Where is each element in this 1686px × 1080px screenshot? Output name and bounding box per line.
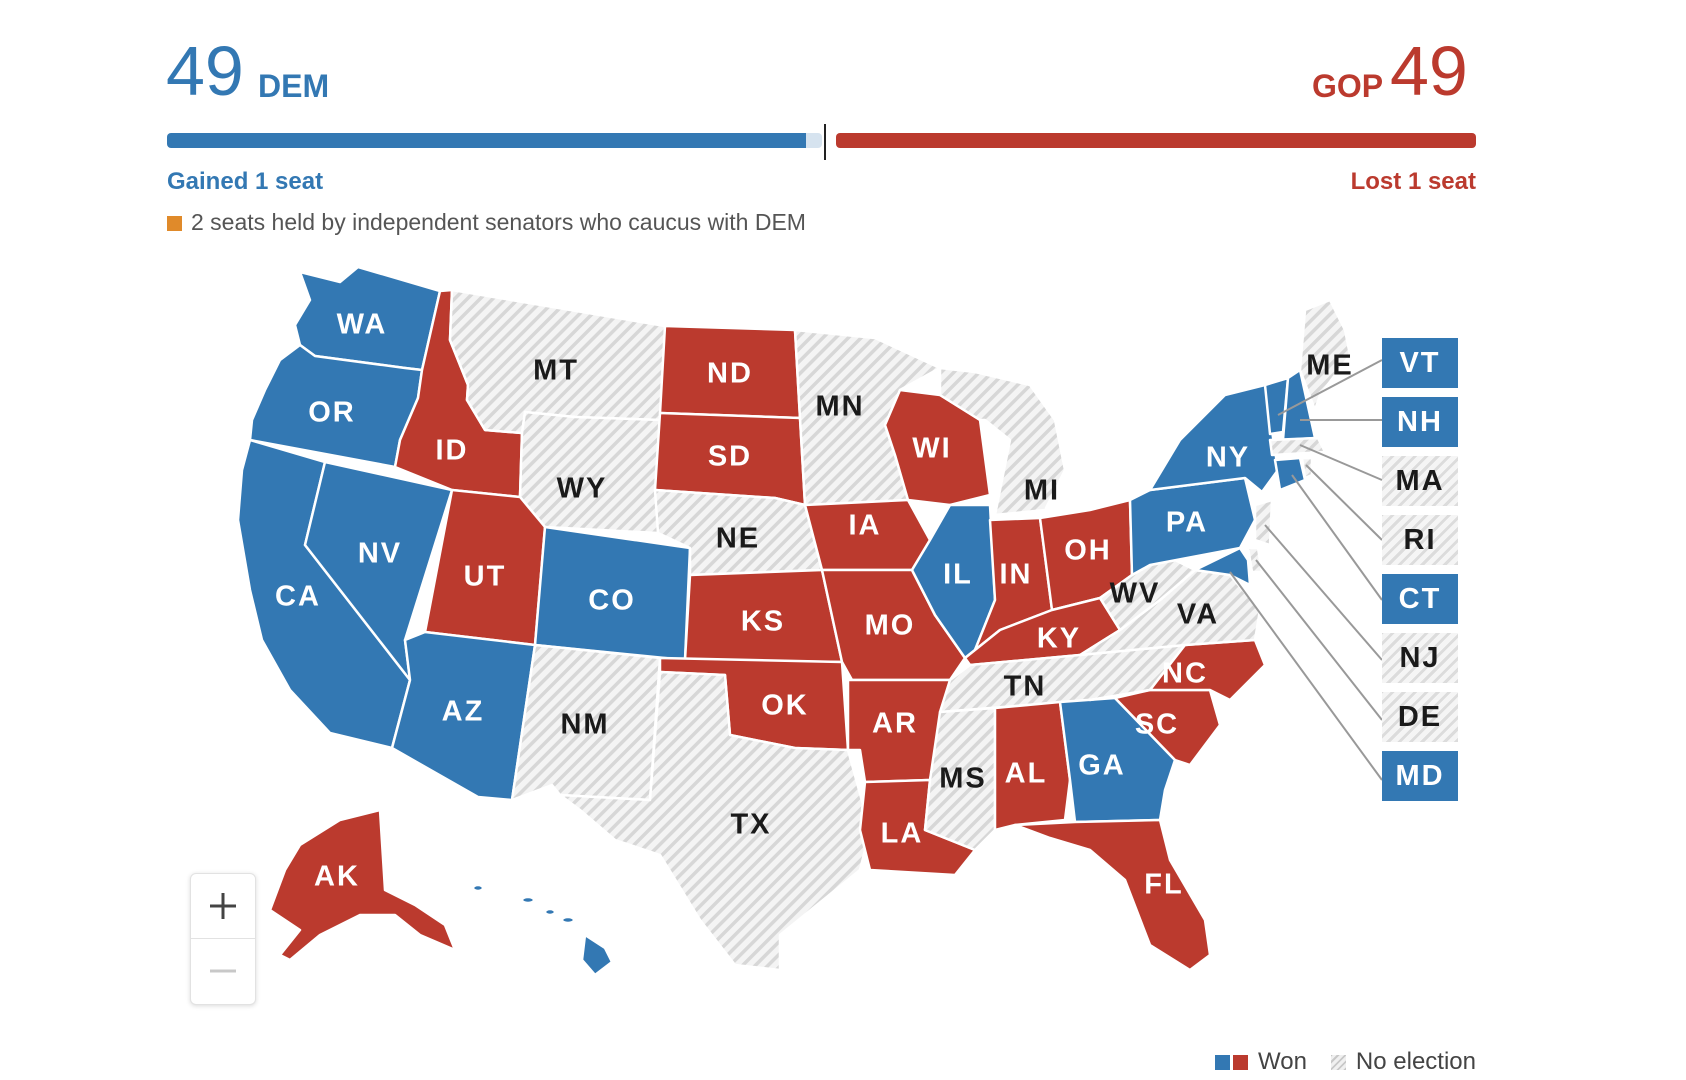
label-WY: WY	[557, 473, 608, 505]
label-ND: ND	[707, 358, 753, 390]
label-VA: VA	[1177, 599, 1219, 631]
state-NJ[interactable]	[1253, 498, 1274, 547]
label-ME: ME	[1306, 350, 1354, 382]
legend-no-election-swatch	[1330, 1054, 1346, 1070]
label-MS: MS	[939, 763, 987, 795]
callout-MD[interactable]: MD	[1382, 751, 1458, 801]
gop-seat-change: Lost 1 seat	[1350, 168, 1476, 195]
state-DE[interactable]	[1246, 546, 1264, 574]
label-MI: MI	[1024, 475, 1060, 507]
label-TN: TN	[1004, 671, 1047, 703]
callout-RI[interactable]: RI	[1382, 515, 1458, 565]
label-WI: WI	[912, 433, 951, 465]
label-UT: UT	[464, 561, 507, 593]
legend-dem-swatch	[1215, 1054, 1230, 1070]
label-MN: MN	[815, 391, 864, 423]
callout-MA[interactable]: MA	[1382, 456, 1458, 506]
state-TX[interactable]	[558, 670, 872, 972]
label-NE: NE	[716, 523, 760, 555]
state-MD[interactable]	[1193, 546, 1252, 587]
label-FL: FL	[1144, 869, 1183, 901]
state-WI[interactable]	[883, 388, 992, 507]
callout-DE[interactable]: DE	[1382, 692, 1458, 742]
label-MT: MT	[533, 355, 579, 387]
callout-NH[interactable]: NH	[1382, 397, 1458, 447]
label-CA: CA	[275, 581, 321, 613]
label-ID: ID	[436, 435, 469, 467]
label-IA: IA	[849, 510, 882, 542]
label-IL: IL	[943, 559, 973, 591]
label-AZ: AZ	[442, 696, 485, 728]
gop-seat-bar	[836, 133, 1476, 148]
zoom-control	[190, 873, 256, 1005]
label-AK: AK	[314, 861, 360, 893]
label-WV: WV	[1110, 578, 1161, 610]
state-HI[interactable]	[471, 883, 614, 977]
state-FL[interactable]	[1013, 818, 1212, 972]
label-OH: OH	[1064, 535, 1112, 567]
label-NM: NM	[560, 709, 609, 741]
label-WA: WA	[337, 309, 388, 341]
legend-won-label: Won	[1258, 1048, 1307, 1075]
state-NC[interactable]	[1088, 638, 1267, 702]
label-CO: CO	[588, 585, 636, 617]
label-NC: NC	[1162, 658, 1208, 690]
label-NV: NV	[358, 538, 402, 570]
zoom-out-button[interactable]	[191, 939, 255, 1003]
label-GA: GA	[1078, 750, 1126, 782]
gop-party-label: GOP	[1312, 68, 1384, 104]
independent-note-text: 2 seats held by independent senators who…	[191, 209, 806, 235]
label-AR: AR	[872, 708, 918, 740]
gop-seat-count: 49	[1390, 32, 1468, 110]
minus-icon	[210, 969, 236, 973]
northeast-leader-lines	[1229, 359, 1383, 781]
independent-seat-bar	[806, 133, 822, 148]
label-LA: LA	[881, 818, 924, 850]
label-OK: OK	[761, 690, 809, 722]
label-AL: AL	[1005, 758, 1048, 790]
label-OR: OR	[308, 397, 356, 429]
state-AK[interactable]	[268, 808, 457, 962]
label-IN: IN	[1000, 559, 1033, 591]
callout-CT[interactable]: CT	[1382, 574, 1458, 624]
state-labels: WA OR CA NV ID MT WY UT CO AZ NM ND SD N…	[275, 309, 1354, 978]
dem-seat-count: 49	[166, 32, 244, 110]
state-ME[interactable]	[1298, 298, 1352, 412]
zoom-in-button[interactable]	[191, 874, 255, 939]
independent-swatch	[167, 216, 182, 231]
legend-gop-swatch	[1233, 1054, 1248, 1070]
dem-seat-change: Gained 1 seat	[167, 168, 324, 195]
independent-note: 2 seats held by independent senators who…	[167, 209, 806, 236]
state-MI[interactable]	[938, 366, 1067, 517]
dem-seat-bar	[167, 133, 810, 148]
state-WY[interactable]	[518, 410, 664, 535]
label-TX: TX	[730, 809, 771, 841]
state-RI[interactable]	[1300, 456, 1314, 480]
legend-no-election-label: No election	[1355, 1048, 1476, 1075]
map-legend: Won No election	[1215, 1048, 1476, 1076]
label-NY: NY	[1206, 442, 1250, 474]
plus-icon	[210, 893, 236, 919]
callout-VT[interactable]: VT	[1382, 338, 1458, 388]
dem-party-label: DEM	[258, 68, 330, 104]
label-KY: KY	[1037, 623, 1081, 655]
label-KS: KS	[741, 606, 785, 638]
majority-marker	[824, 124, 826, 160]
label-MO: MO	[865, 610, 916, 642]
label-SD: SD	[708, 441, 752, 473]
label-SC: SC	[1135, 709, 1179, 741]
label-HI: HI	[516, 946, 549, 978]
state-NY[interactable]	[1148, 383, 1280, 494]
callout-NJ[interactable]: NJ	[1382, 633, 1458, 683]
label-PA: PA	[1166, 507, 1208, 539]
